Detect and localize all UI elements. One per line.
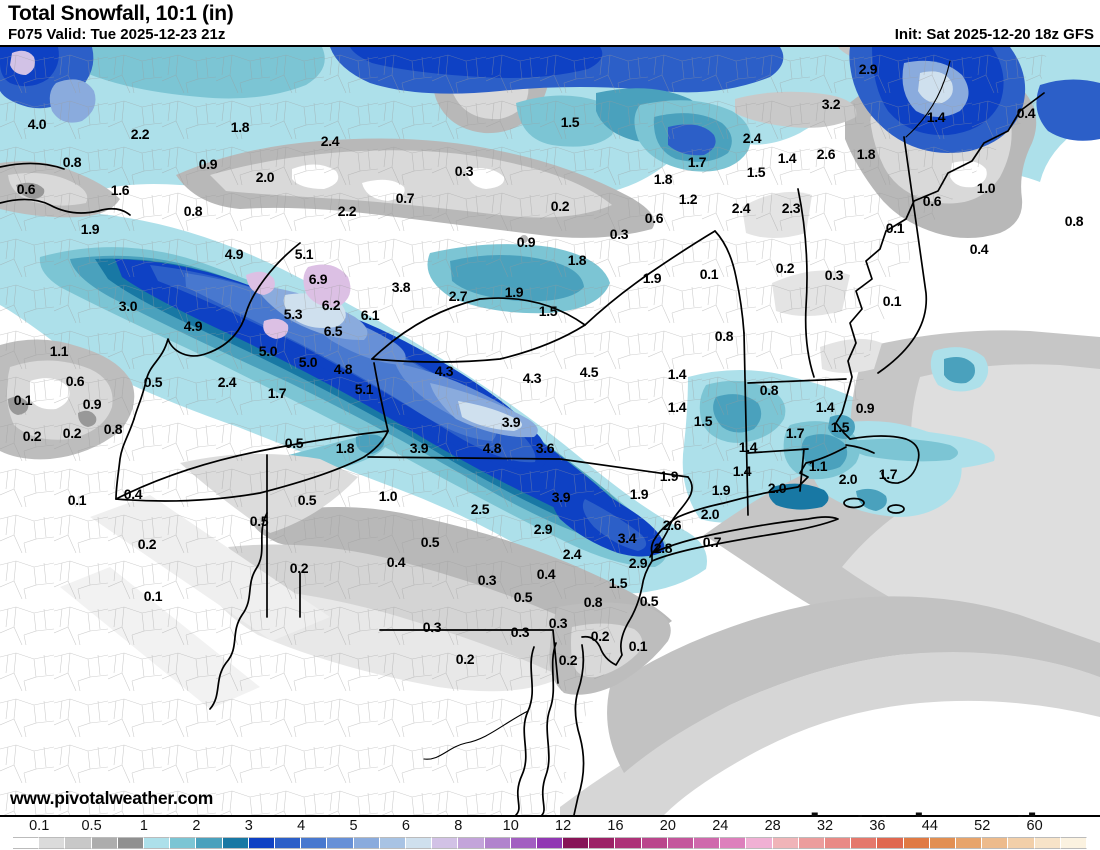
colorbar-tick-label: 32: [816, 818, 834, 834]
colorbar-swatch: [170, 837, 197, 849]
colorbar-tick-label: 0.5: [81, 818, 102, 834]
colorbar-tick-label: 0.1: [29, 818, 50, 834]
colorbar-swatch: [13, 837, 40, 849]
colorbar-tick-label: 36: [869, 818, 886, 834]
colorbar-tick-label: 28: [764, 818, 781, 834]
colorbar-swatch: [746, 837, 773, 849]
colorbar-swatch: [222, 837, 249, 849]
colorbar-tick-label: 20: [659, 818, 676, 834]
colorbar-swatch: [641, 837, 668, 849]
colorbar-tick-label: 16: [607, 818, 624, 834]
colorbar-swatch: [772, 837, 799, 849]
colorbar-tick-label: 52: [974, 818, 991, 834]
colorbar-swatch: [117, 837, 144, 849]
colorbar-swatch: [615, 837, 642, 849]
colorbar-tick-label: 3: [244, 818, 253, 834]
colorbar-swatch: [484, 837, 511, 849]
colorbar-tick-label: 24: [712, 818, 729, 834]
snowfall-map-art: [0, 47, 1100, 815]
colorbar-swatch: [877, 837, 904, 849]
colorbar-swatch: [903, 837, 930, 849]
colorbar-swatch: [39, 837, 66, 849]
colorbar-tick-label: 60: [1026, 818, 1043, 834]
colorbar-swatch: [1034, 837, 1061, 849]
colorbar-swatch: [327, 837, 354, 849]
colorbar-tick-label: 6: [401, 818, 410, 834]
valid-time-label: F075 Valid: Tue 2025-12-23 21z: [8, 26, 226, 43]
colorbar-swatch: [91, 837, 118, 849]
colorbar-swatch: [143, 837, 171, 849]
colorbar-swatch: [982, 837, 1009, 849]
colorbar-swatch: [956, 837, 983, 849]
colorbar-swatch: [510, 837, 537, 849]
colorbar-swatch: [65, 837, 92, 849]
colorbar-swatch: [196, 837, 223, 849]
page-title: Total Snowfall, 10:1 (in): [8, 2, 234, 25]
colorbar-swatch: [589, 837, 616, 849]
colorbar-tick-label: 1: [139, 818, 149, 834]
colorbar-swatch: [720, 837, 747, 849]
colorbar-swatch: [379, 837, 406, 849]
colorbar-swatch: [825, 837, 852, 849]
colorbar-tick-label: 2: [192, 818, 201, 834]
colorbar-swatch: [248, 837, 275, 849]
colorbar-tick-label: 5: [349, 818, 358, 834]
colorbar-tick-label: 12: [555, 818, 572, 834]
colorbar-swatch: [563, 837, 590, 849]
colorbar-tick-label: 44: [921, 818, 938, 834]
colorbar-swatch: [301, 837, 328, 849]
colorbar-swatch: [798, 837, 826, 849]
colorbar: 0.1 0.5 1 2 3 4 5 6 8 10 12 16 20 24 28 32 36 44 52 60: [0, 817, 1100, 850]
colorbar-swatch: [274, 837, 302, 849]
colorbar-swatch: [432, 837, 459, 849]
colorbar-tick-label: 8: [454, 818, 463, 834]
colorbar-swatch: [1060, 837, 1087, 849]
colorbar-swatch: [405, 837, 433, 849]
colorbar-swatch: [694, 837, 721, 849]
colorbar-swatch: [667, 837, 695, 849]
colorbar-swatch: [353, 837, 380, 849]
colorbar-swatch: [1008, 837, 1035, 849]
colorbar-swatch: [536, 837, 564, 849]
colorbar-tick-label: 10: [502, 818, 519, 834]
colorbar-swatch: [929, 837, 957, 849]
colorbar-tick-label: 4: [297, 818, 306, 834]
init-time-label: Init: Sat 2025-12-20 18z GFS: [894, 26, 1094, 43]
colorbar-swatch: [458, 837, 485, 849]
watermark-url: www.pivotalweather.com: [10, 788, 214, 808]
colorbar-swatch: [851, 837, 878, 849]
map-canvas[interactable]: piv⚙tal weather: [0, 45, 1100, 850]
